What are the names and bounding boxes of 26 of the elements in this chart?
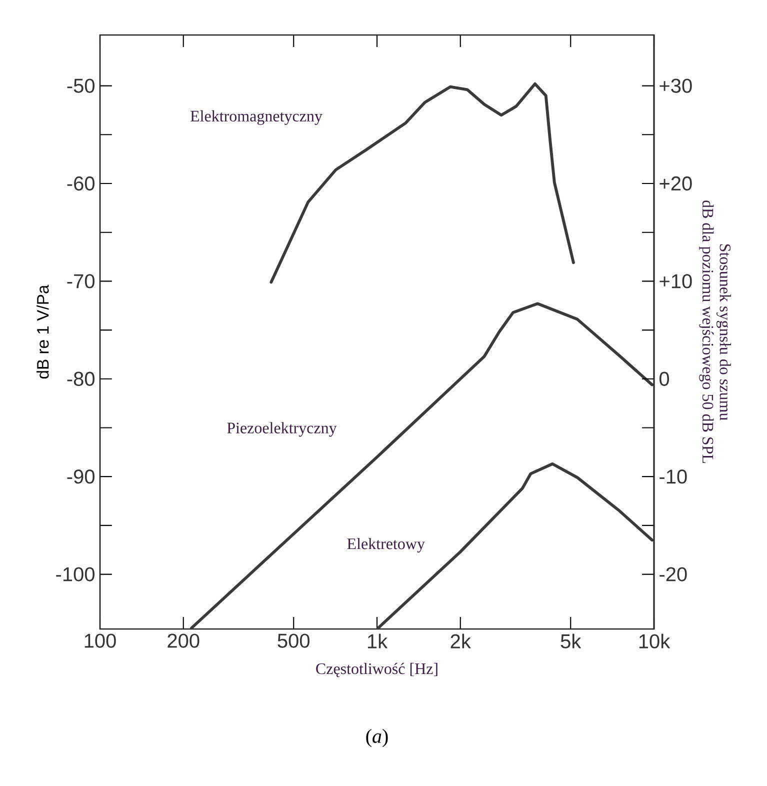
y2-tick-label: +10 — [660, 274, 692, 288]
y-tick-label: -90 — [67, 470, 94, 484]
y-tick-label: -70 — [67, 274, 94, 288]
text: Elektromagnetyczny — [190, 110, 322, 125]
y-tick-label: -100 — [56, 567, 94, 582]
y2-tick-label: +30 — [660, 78, 692, 93]
x-tick-label: 100 — [84, 634, 116, 648]
x-axis-title: Częstotliwość [Hz] — [316, 662, 438, 678]
text: (a) — [366, 728, 388, 748]
y2-tick-label: -20 — [660, 567, 687, 582]
y2-tick-label: +20 — [660, 176, 692, 191]
x-tick-label: 200 — [168, 634, 200, 648]
y-tick-label: -60 — [67, 176, 94, 191]
y2-axis-title: Stosunek sygnsłu do szumu dB dla poziomu wejściowego 50 dB SPL — [699, 200, 732, 464]
x-tick-label: 1k — [368, 634, 388, 648]
y-tick-label: -50 — [67, 78, 94, 93]
y2-tick-label: -10 — [660, 470, 687, 484]
y2-tick-label: 0 — [659, 372, 670, 386]
text: Piezoelektryczny — [227, 422, 337, 437]
x-tick-label: 5k — [560, 634, 582, 648]
series-label: Elektretowy — [347, 538, 425, 553]
x-tick-label: 500 — [278, 634, 310, 648]
y-tick-label: -80 — [67, 372, 94, 386]
x-tick-label: 10k — [639, 634, 670, 648]
x-tick-label: 2k — [450, 634, 471, 648]
y-axis-title: dB re 1 V/Pa — [36, 284, 49, 379]
